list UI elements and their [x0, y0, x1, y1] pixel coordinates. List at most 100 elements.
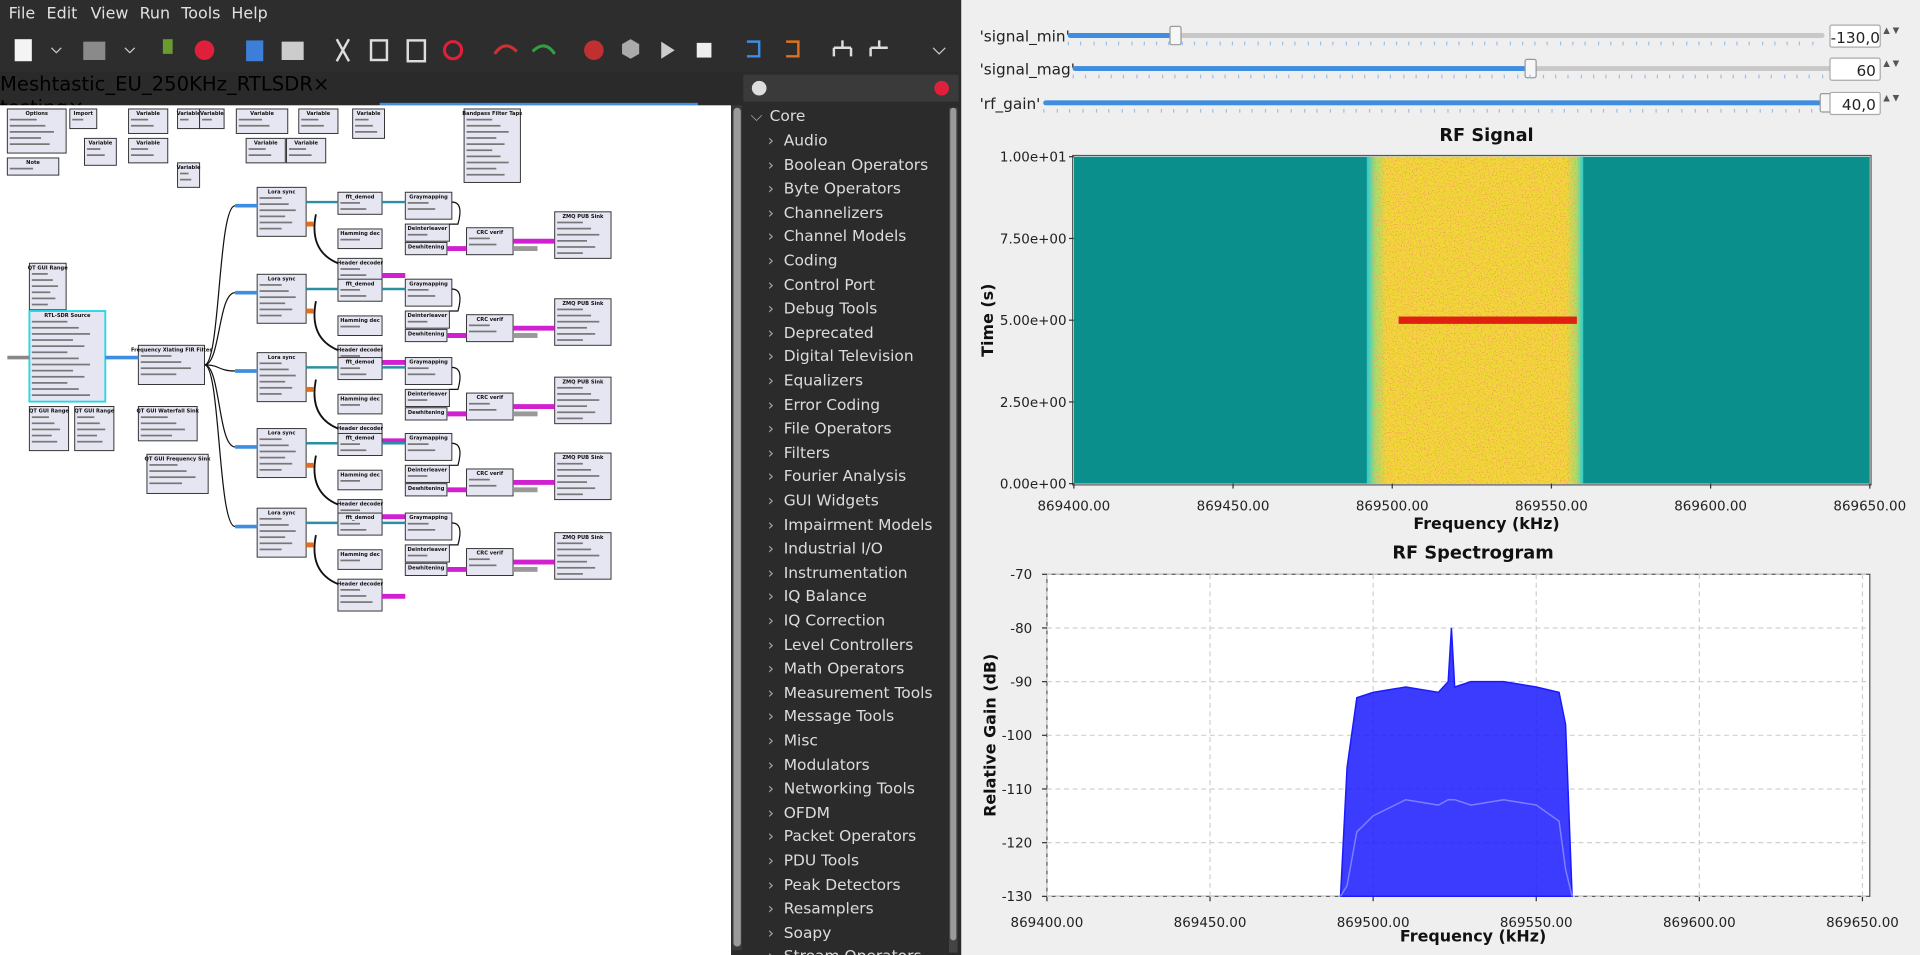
tree-item[interactable]: › Audio [768, 131, 828, 149]
dropdown[interactable] [124, 47, 136, 54]
tree-item[interactable]: › Soapy [768, 923, 832, 941]
slider[interactable] [1067, 25, 1825, 46]
tree-item[interactable]: › Error Coding [768, 395, 880, 413]
dropdown[interactable] [50, 47, 62, 54]
tree-item[interactable]: › Resamplers [768, 899, 874, 917]
undo-icon[interactable] [493, 44, 518, 55]
hier-clear-icon[interactable] [869, 40, 888, 57]
spin-arrows[interactable]: ▲ ▼ [1883, 58, 1900, 69]
menu-item[interactable]: Edit [46, 4, 78, 24]
param-line [131, 124, 154, 127]
tree-item[interactable]: › Coding [768, 251, 838, 269]
block [404, 512, 453, 541]
delete-icon[interactable] [442, 40, 464, 61]
run-icon[interactable] [661, 41, 675, 59]
cut-icon[interactable] [335, 38, 351, 62]
tab[interactable]: Meshtastic_EU_250KHz_RTLSDR× [0, 72, 742, 95]
tree-item[interactable]: › Measurement Tools [768, 683, 933, 701]
tree-item[interactable]: › Stream Operators [768, 947, 922, 955]
tree-item[interactable]: › Modulators [768, 755, 870, 773]
redo-icon[interactable] [531, 44, 556, 55]
slider-tick [1428, 74, 1430, 79]
tab-close[interactable]: × [312, 72, 330, 96]
tree-item[interactable]: › PDU Tools [768, 851, 859, 869]
tree-item[interactable]: › File Operators [768, 419, 892, 437]
slider-handle[interactable] [1524, 58, 1537, 79]
tree-item[interactable]: › Peak Detectors [768, 875, 901, 893]
tree-item[interactable]: › Deprecated [768, 323, 874, 341]
tree-label: Networking Tools [783, 779, 915, 798]
menu-item[interactable]: Run [139, 4, 171, 24]
reload-icon[interactable] [746, 40, 761, 58]
block-title: Deinterleaver [408, 392, 448, 398]
tree-item[interactable]: › Math Operators [768, 659, 905, 677]
param-line [259, 438, 282, 441]
tree-item[interactable]: › Digital Television [768, 347, 914, 365]
spinbox[interactable]: 40,0 [1829, 91, 1881, 116]
slider[interactable] [1072, 58, 1835, 79]
new-icon[interactable] [14, 39, 32, 62]
tree-item[interactable]: › IQ Balance [768, 587, 867, 605]
tree-item[interactable]: › Debug Tools [768, 299, 878, 317]
search-bar[interactable] [743, 74, 959, 102]
scroll-thumb[interactable] [733, 107, 741, 947]
slider-handle[interactable] [1168, 25, 1182, 46]
tree-label: Stream Operators [784, 947, 922, 955]
search-icon[interactable] [751, 80, 767, 96]
connection [313, 214, 339, 265]
flowgraph-canvas[interactable]: Options Import Variable Variable Variable Var… [0, 105, 732, 955]
tree-scrollbar[interactable] [948, 107, 958, 953]
toolbar-more[interactable] [932, 47, 946, 55]
close-search[interactable] [934, 80, 949, 96]
menu-item[interactable]: Help [231, 4, 268, 24]
canvas-scrollbar[interactable] [732, 105, 743, 951]
bypass-icon[interactable] [622, 39, 640, 59]
connection [449, 201, 461, 225]
tree-item[interactable]: › Instrumentation [768, 563, 908, 581]
tree-root[interactable]: ⌵ Core [751, 107, 806, 127]
save-icon[interactable] [162, 39, 173, 54]
tree-item[interactable]: › Boolean Operators [768, 155, 928, 173]
tree-item[interactable]: › Channelizers [768, 203, 884, 221]
close-icon[interactable] [194, 40, 215, 61]
spin-arrows[interactable]: ▲ ▼ [1883, 25, 1900, 36]
tree-item[interactable]: › Fourier Analysis [768, 467, 906, 485]
tree-item[interactable]: › IQ Correction [768, 611, 885, 629]
kill-icon[interactable] [786, 40, 800, 58]
tree-item[interactable]: › OFDM [768, 803, 830, 821]
tree-item[interactable]: › GUI Widgets [768, 491, 879, 509]
spinbox[interactable]: 60 [1829, 57, 1881, 81]
menu-item[interactable]: Tools [181, 4, 221, 24]
slider-tick [1685, 41, 1687, 46]
tree-item[interactable]: › Byte Operators [768, 179, 901, 197]
hier-icon[interactable] [832, 40, 853, 57]
tree-item[interactable]: › Control Port [768, 275, 875, 293]
tree-item[interactable]: › Filters [768, 443, 830, 461]
tree-item[interactable]: › Networking Tools [768, 779, 915, 797]
slider-tick [1681, 108, 1683, 113]
disable-icon[interactable] [584, 40, 604, 61]
block-title: CRC verif [476, 395, 503, 401]
menu-item[interactable]: View [90, 4, 129, 24]
block-title: Variable [200, 111, 224, 117]
block-title: Hamming dec [340, 552, 379, 558]
slider[interactable] [1043, 93, 1832, 113]
tree-item[interactable]: › Equalizers [768, 371, 863, 389]
tree-item[interactable]: › Packet Operators [768, 827, 916, 845]
print-icon[interactable] [281, 41, 304, 61]
copy-icon[interactable] [369, 39, 389, 62]
edit-icon[interactable] [246, 40, 264, 62]
tree-item[interactable]: › Channel Models [768, 227, 907, 245]
menu-item[interactable]: File [8, 4, 36, 24]
stop-icon[interactable] [696, 42, 712, 58]
tree-item[interactable]: › Level Controllers [768, 635, 913, 653]
tree-item[interactable]: › Industrial I/O [768, 539, 883, 557]
paste-icon[interactable] [406, 39, 427, 63]
spinbox[interactable]: -130,0 [1829, 24, 1881, 48]
open-icon[interactable] [83, 41, 106, 61]
tree-item[interactable]: › Misc [768, 731, 818, 749]
tree-item[interactable]: › Message Tools [768, 707, 894, 725]
tree-item[interactable]: › Impairment Models [768, 515, 933, 533]
scroll-thumb[interactable] [950, 107, 957, 941]
spin-arrows[interactable]: ▲ ▼ [1883, 93, 1900, 103]
